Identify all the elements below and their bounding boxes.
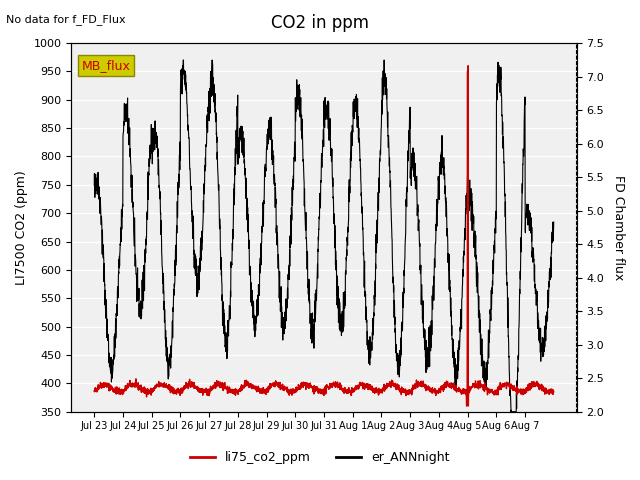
Legend: li75_co2_ppm, er_ANNnight: li75_co2_ppm, er_ANNnight: [186, 446, 454, 469]
Text: MB_flux: MB_flux: [81, 59, 131, 72]
Y-axis label: FD Chamber flux: FD Chamber flux: [612, 175, 625, 280]
Text: No data for f_FD_Flux: No data for f_FD_Flux: [6, 14, 126, 25]
Text: CO2 in ppm: CO2 in ppm: [271, 14, 369, 33]
Y-axis label: LI7500 CO2 (ppm): LI7500 CO2 (ppm): [15, 170, 28, 285]
